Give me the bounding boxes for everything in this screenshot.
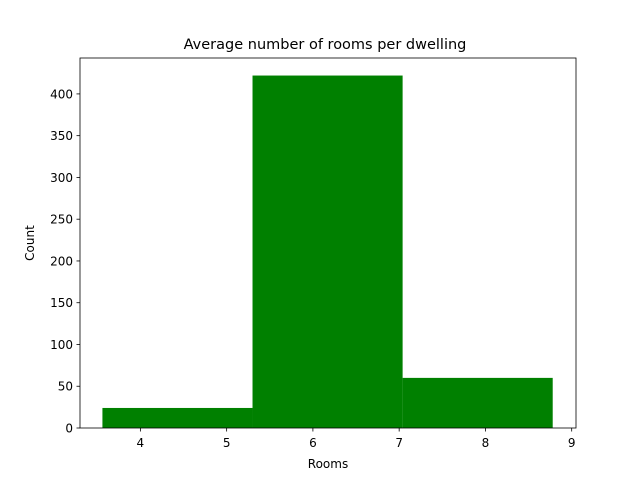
- y-tick-label: 100: [50, 338, 73, 352]
- x-axis: 4 5 6 7 8 9: [137, 428, 576, 450]
- plot-frame: [79, 57, 577, 429]
- x-tick-label: 4: [137, 436, 145, 450]
- y-tick-label: 250: [50, 213, 73, 227]
- x-tick-label: 7: [395, 436, 403, 450]
- x-tick-label: 6: [309, 436, 317, 450]
- y-tick-label: 200: [50, 254, 73, 268]
- histogram-bar: [252, 75, 403, 429]
- histogram-bar: [102, 407, 253, 428]
- y-axis-label: Count: [23, 225, 37, 261]
- y-tick-label: 150: [50, 296, 73, 310]
- y-tick-label: 300: [50, 171, 73, 185]
- bars: [102, 75, 553, 429]
- x-tick-label: 9: [568, 436, 576, 450]
- chart-title: Average number of rooms per dwelling: [184, 37, 467, 53]
- y-tick-label: 50: [58, 380, 73, 394]
- x-tick-label: 8: [482, 436, 490, 450]
- x-tick-label: 5: [223, 436, 231, 450]
- y-tick-label: 350: [50, 129, 73, 143]
- y-axis: 0 50 100 150 200 250 300 350 400: [50, 87, 80, 436]
- histogram-bar: [402, 377, 553, 428]
- y-tick-label: 400: [50, 87, 73, 101]
- x-axis-label: Rooms: [308, 457, 348, 471]
- y-tick-label: 0: [65, 422, 73, 436]
